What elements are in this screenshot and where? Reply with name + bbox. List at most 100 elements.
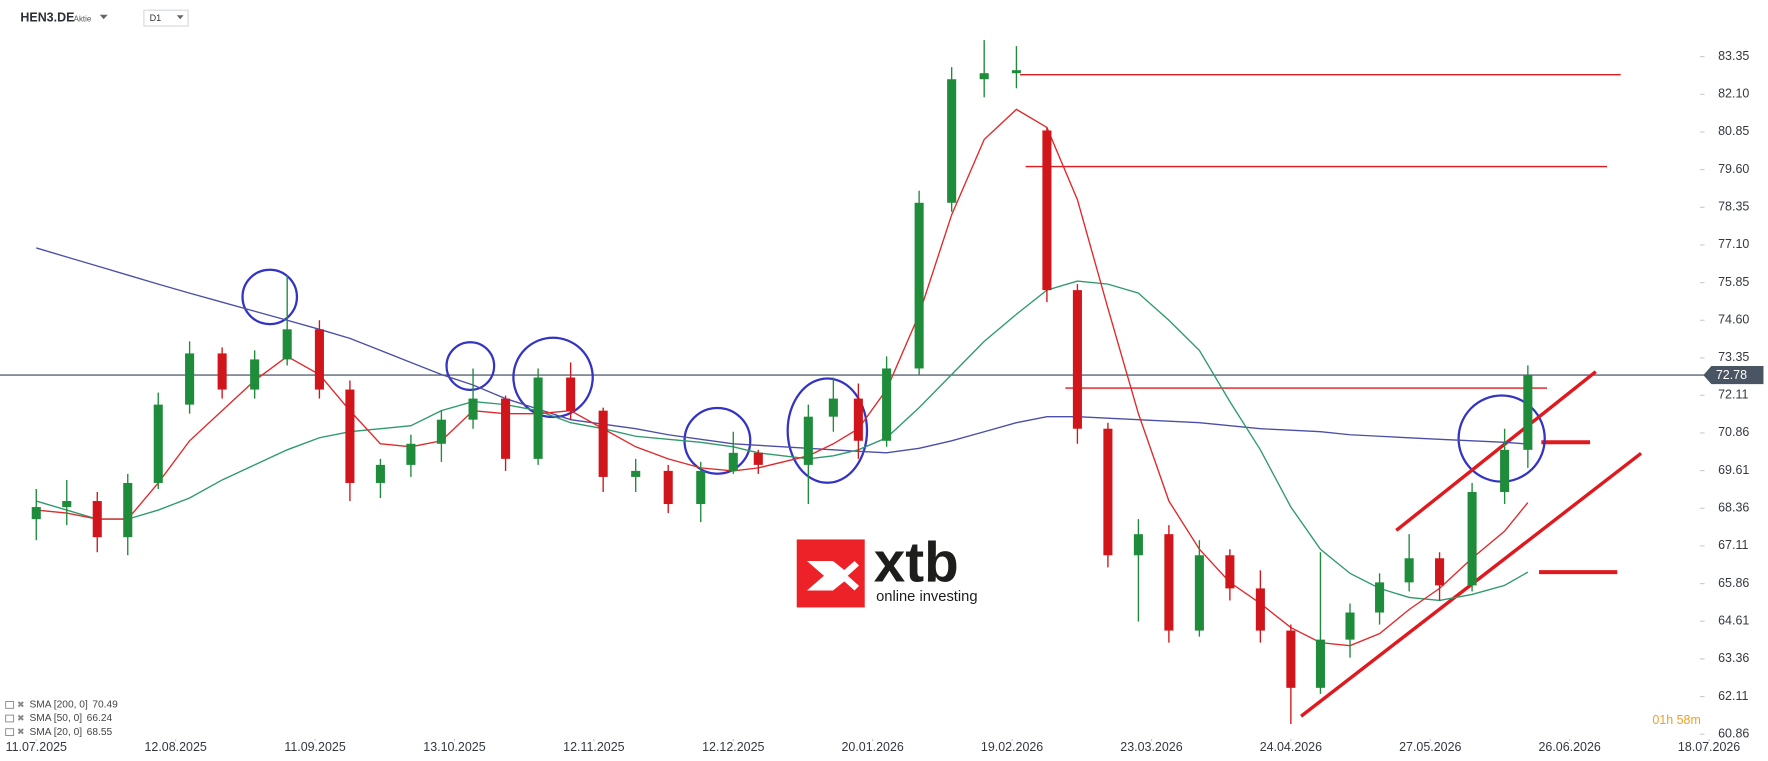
candle-body bbox=[728, 452, 738, 471]
y-tick-label: 74.60 bbox=[1718, 313, 1749, 327]
candle-body bbox=[1315, 639, 1325, 688]
y-tick-label: 70.86 bbox=[1718, 425, 1749, 439]
candle-body bbox=[406, 443, 416, 465]
candle-body bbox=[345, 389, 355, 483]
candle-body bbox=[1042, 130, 1052, 291]
x-tick-label: 18.07.2026 bbox=[1678, 740, 1740, 754]
symbol-dropdown[interactable] bbox=[99, 14, 108, 20]
candle-body bbox=[1435, 558, 1445, 586]
candle-body bbox=[1523, 375, 1533, 450]
last-price-tag bbox=[1703, 366, 1764, 385]
y-tick-label: 72.11 bbox=[1718, 388, 1748, 402]
x-tick-label: 26.06.2026 bbox=[1539, 740, 1601, 754]
candle-body bbox=[217, 353, 227, 390]
candle-body bbox=[1286, 630, 1296, 688]
x-tick-label: 12.12.2025 bbox=[702, 740, 764, 754]
candle-body bbox=[1404, 558, 1414, 583]
legend: ✖ SMA [200, 0] 70.49 ✖ SMA [50, 0] 66.24 ✖ SMA … bbox=[5, 699, 118, 738]
y-tick-label: 79.60 bbox=[1718, 162, 1749, 176]
candle-body bbox=[696, 470, 706, 505]
candle-body bbox=[1375, 582, 1385, 613]
y-tick-label: 80.85 bbox=[1718, 124, 1749, 138]
candle-body bbox=[947, 79, 957, 203]
y-tick-label: 64.61 bbox=[1718, 614, 1749, 628]
candle-body bbox=[828, 398, 838, 417]
interval-box[interactable] bbox=[143, 9, 189, 27]
x-tick-label: 13.10.2025 bbox=[423, 740, 485, 754]
highlight-circle bbox=[512, 336, 594, 419]
y-tick-label: 82.10 bbox=[1718, 87, 1749, 101]
legend-icon bbox=[5, 714, 15, 723]
symbol[interactable]: HEN3.DE bbox=[20, 10, 74, 24]
x-tick-label: 11.07.2025 bbox=[6, 740, 67, 754]
candle-body bbox=[1255, 588, 1265, 631]
candle-body bbox=[153, 404, 163, 483]
y-tick-label: 77.10 bbox=[1718, 237, 1749, 251]
x-tick-label: 23.03.2026 bbox=[1120, 740, 1182, 754]
y-tick-label: 60.86 bbox=[1718, 727, 1749, 741]
y-tick-label: 83.35 bbox=[1718, 49, 1749, 63]
candle-body bbox=[1467, 491, 1477, 586]
candle-body bbox=[803, 416, 813, 465]
candle-body bbox=[282, 329, 292, 360]
candle-body bbox=[631, 470, 641, 477]
candle-body bbox=[123, 482, 133, 538]
y-tick-label: 78.35 bbox=[1718, 200, 1749, 214]
legend-rows: ✖ SMA [200, 0] 70.49 ✖ SMA [50, 0] 66.24 ✖ SMA … bbox=[5, 699, 118, 738]
countdown: 01h 58m bbox=[1652, 713, 1700, 727]
candle-body bbox=[314, 329, 324, 390]
legend-name: SMA [50, 0] bbox=[29, 713, 82, 724]
legend-value: 70.49 bbox=[92, 700, 118, 711]
y-tick-label: 75.85 bbox=[1718, 275, 1749, 289]
interval-dropdown[interactable] bbox=[176, 15, 184, 20]
candle-body bbox=[1194, 555, 1204, 631]
y-tick-label: 68.36 bbox=[1718, 501, 1749, 515]
trend-line bbox=[1395, 370, 1597, 532]
candle-body bbox=[598, 410, 608, 477]
legend-name: SMA [20, 0] bbox=[29, 727, 82, 738]
logo-brand: xtb bbox=[874, 532, 959, 595]
legend-toggle: ✖ bbox=[17, 726, 25, 736]
x-tick-label: 24.04.2026 bbox=[1260, 740, 1322, 754]
candle-body bbox=[1345, 612, 1355, 640]
last-price-label: 72.78 bbox=[1716, 368, 1747, 382]
y-tick-label: 67.11 bbox=[1718, 538, 1748, 552]
candle-body bbox=[1164, 534, 1174, 631]
candle-body bbox=[1072, 290, 1082, 429]
candle-body bbox=[185, 353, 195, 405]
legend-toggle: ✖ bbox=[17, 699, 25, 709]
highlight-circle bbox=[786, 377, 869, 484]
y-tick-label: 63.36 bbox=[1718, 651, 1749, 665]
drawings-back bbox=[0, 56, 1710, 742]
legend-icon bbox=[5, 701, 15, 709]
candle-body bbox=[979, 73, 989, 80]
instrument-kind: Aktie bbox=[74, 14, 92, 23]
candle-body bbox=[468, 398, 478, 420]
y-tick-label: 62.11 bbox=[1718, 689, 1748, 703]
candle-body bbox=[375, 464, 385, 483]
candle-body bbox=[533, 377, 543, 459]
candle-body bbox=[436, 419, 446, 444]
y-tick-label: 69.61 bbox=[1718, 463, 1749, 477]
candle-body bbox=[663, 470, 673, 505]
logo-x bbox=[806, 560, 860, 591]
candle-body bbox=[914, 202, 924, 369]
highlight-circle bbox=[445, 341, 496, 391]
candle-body bbox=[1225, 555, 1235, 589]
candle-body bbox=[1103, 428, 1113, 556]
candle-body bbox=[92, 501, 102, 538]
candle-body bbox=[566, 377, 576, 411]
candle-body bbox=[1500, 449, 1510, 492]
interval[interactable]: D1 bbox=[150, 13, 162, 23]
logo-tagline: online investing bbox=[876, 589, 977, 605]
candle-body bbox=[501, 398, 511, 459]
candle-body bbox=[1011, 70, 1021, 74]
legend-name: SMA [200, 0] bbox=[29, 700, 88, 711]
highlight-circle bbox=[241, 268, 299, 326]
legend-toggle: ✖ bbox=[17, 713, 25, 723]
candle-body bbox=[62, 501, 72, 508]
y-tick-label: 73.35 bbox=[1718, 350, 1749, 364]
y-tick-label: 65.86 bbox=[1718, 576, 1749, 590]
x-tick-label: 11.09.2025 bbox=[284, 740, 345, 754]
